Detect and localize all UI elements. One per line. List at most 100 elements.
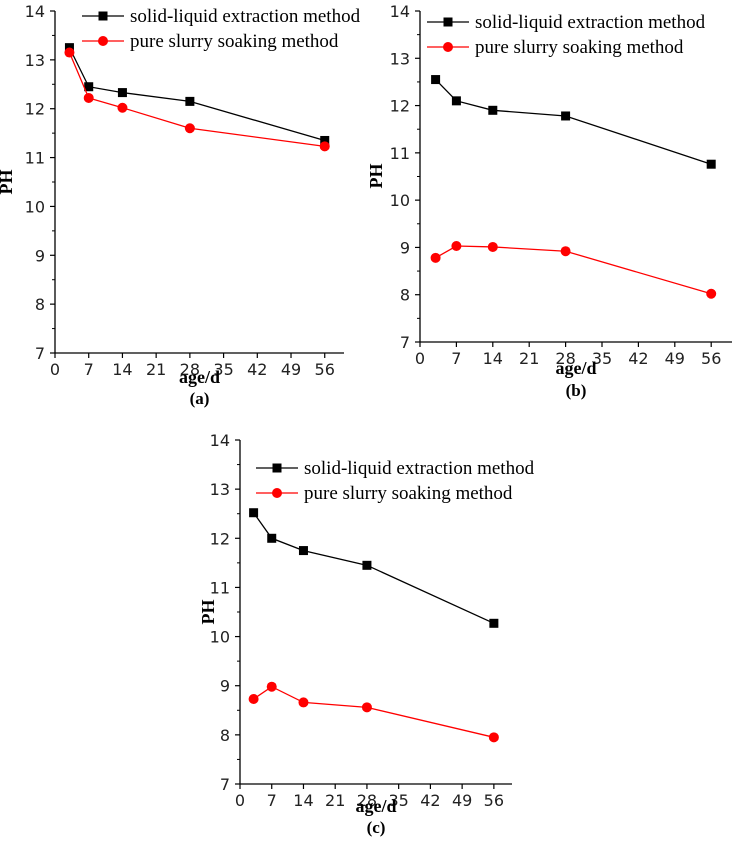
x-axis-label: age/d (355, 796, 396, 816)
data-point (117, 102, 128, 113)
x-tick-label: 56 (315, 360, 335, 379)
y-tick-label: 14 (390, 2, 410, 21)
x-tick-label: 56 (484, 791, 504, 810)
chart-panel-3: 0 7 14 21 28 35 42 49 567891011121314age/dPH(c)s… (198, 431, 535, 837)
x-axis-label: age/d (179, 367, 220, 387)
panel-label: (c) (367, 818, 386, 837)
x-tick-label: 49 (452, 791, 472, 810)
y-axis-label: PH (198, 600, 218, 625)
panel-label: (b) (566, 381, 587, 400)
x-tick-label: 0 (50, 360, 60, 379)
legend-label: pure slurry soaking method (130, 31, 339, 52)
legend-label: solid-liquid extraction method (130, 6, 361, 27)
data-point (361, 702, 372, 713)
data-point (430, 252, 441, 263)
x-tick-label: 35 (592, 349, 612, 368)
legend-marker (272, 488, 282, 498)
x-tick-label: 7 (267, 791, 277, 810)
y-tick-label: 7 (35, 344, 45, 363)
data-point (64, 47, 75, 58)
legend-marker (443, 42, 453, 52)
x-tick-label: 49 (665, 349, 685, 368)
y-tick-label: 12 (390, 97, 410, 116)
series-line-1 (68, 47, 325, 142)
legend-marker (98, 36, 108, 46)
y-tick-label: 10 (25, 197, 45, 216)
x-tick-label: 28 (555, 349, 575, 368)
series-line-2 (435, 245, 712, 295)
data-point (487, 241, 498, 252)
data-point (267, 533, 277, 543)
y-tick-label: 11 (390, 144, 410, 163)
y-tick-label: 9 (220, 677, 230, 696)
y-tick-label: 7 (220, 775, 230, 794)
data-point (431, 75, 441, 85)
x-tick-label: 21 (519, 349, 539, 368)
x-tick-label: 49 (281, 360, 301, 379)
legend-label: pure slurry soaking method (304, 483, 513, 504)
y-tick-label: 8 (35, 295, 45, 314)
x-tick-label: 7 (451, 349, 461, 368)
y-tick-label: 14 (25, 2, 45, 21)
series-line-1 (253, 512, 495, 624)
data-point (706, 159, 716, 169)
series-line-2 (68, 52, 325, 147)
y-axis-label: PH (0, 170, 16, 195)
data-point (184, 123, 195, 134)
x-tick-label: 42 (628, 349, 648, 368)
x-tick-label: 56 (701, 349, 721, 368)
x-tick-label: 14 (483, 349, 503, 368)
x-tick-label: 35 (213, 360, 233, 379)
x-tick-label: 28 (180, 360, 200, 379)
series-line-1 (435, 79, 712, 165)
legend-marker (443, 17, 453, 27)
data-point (451, 96, 461, 106)
chart-panel-1: 0 7 14 21 28 35 42 49 567891011121314age/dPH(a)s… (0, 2, 361, 408)
data-point (488, 105, 498, 115)
data-point (248, 693, 259, 704)
legend-label: pure slurry soaking method (475, 37, 684, 58)
x-tick-label: 35 (388, 791, 408, 810)
y-tick-label: 11 (25, 149, 45, 168)
x-axis-label: age/d (555, 358, 596, 378)
y-tick-label: 9 (400, 238, 410, 257)
y-tick-label: 13 (210, 480, 230, 499)
data-point (489, 618, 499, 628)
data-point (117, 88, 127, 98)
x-tick-label: 21 (146, 360, 166, 379)
data-point (83, 92, 94, 103)
data-point (561, 111, 571, 121)
y-tick-label: 13 (25, 51, 45, 70)
x-tick-label: 7 (84, 360, 94, 379)
y-tick-label: 13 (390, 49, 410, 68)
data-point (298, 546, 308, 556)
x-tick-label: 21 (325, 791, 345, 810)
x-tick-label: 0 (415, 349, 425, 368)
y-tick-label: 7 (400, 333, 410, 352)
data-point (451, 241, 462, 252)
data-point (362, 560, 372, 570)
x-tick-label: 42 (247, 360, 267, 379)
y-axis-label: PH (366, 164, 386, 189)
series-line-2 (253, 685, 495, 738)
y-tick-label: 8 (400, 286, 410, 305)
y-tick-label: 12 (210, 529, 230, 548)
data-point (185, 96, 195, 106)
x-tick-label: 28 (357, 791, 377, 810)
y-tick-label: 9 (35, 246, 45, 265)
data-point (249, 508, 259, 518)
data-point (320, 135, 330, 145)
panel-label: (a) (190, 389, 210, 408)
data-point (298, 697, 309, 708)
data-point (560, 246, 571, 257)
y-tick-label: 14 (210, 431, 230, 450)
y-tick-label: 11 (210, 578, 230, 597)
y-tick-label: 10 (210, 628, 230, 647)
data-point (266, 681, 277, 692)
legend-label: solid-liquid extraction method (475, 12, 706, 33)
legend-label: solid-liquid extraction method (304, 458, 535, 479)
data-point (84, 82, 94, 92)
x-tick-label: 0 (235, 791, 245, 810)
y-tick-label: 12 (25, 100, 45, 119)
